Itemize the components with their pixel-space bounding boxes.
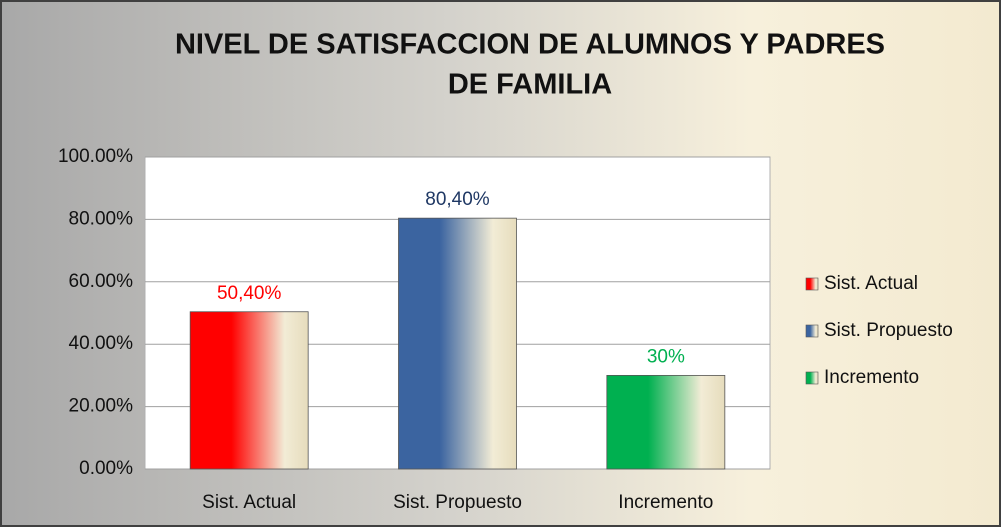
legend-swatch [805,277,819,291]
y-tick-label: 60.00% [69,271,134,292]
legend-swatch [805,324,819,338]
legend-label: Incremento [824,367,919,388]
y-tick-label: 0.00% [79,458,133,479]
chart-title: DE FAMILIA [448,69,612,101]
data-label: 50,40% [217,283,282,304]
bar [189,311,309,470]
y-tick-label: 80.00% [69,208,134,229]
x-tick-label: Sist. Propuesto [393,492,522,513]
y-tick-label: 20.00% [69,396,134,417]
x-tick-label: Sist. Actual [202,492,296,513]
bar [606,374,726,470]
legend-label: Sist. Propuesto [824,320,953,341]
data-label: 30% [647,346,685,367]
y-tick-label: 100.00% [58,146,133,167]
legend-swatch [805,371,819,385]
data-label: 80,40% [425,189,490,210]
y-tick-label: 40.00% [69,333,134,354]
x-tick-label: Incremento [618,492,713,513]
chart-title: NIVEL DE SATISFACCION DE ALUMNOS Y PADRE… [175,29,885,61]
bar [398,217,517,470]
legend-label: Sist. Actual [824,273,918,294]
